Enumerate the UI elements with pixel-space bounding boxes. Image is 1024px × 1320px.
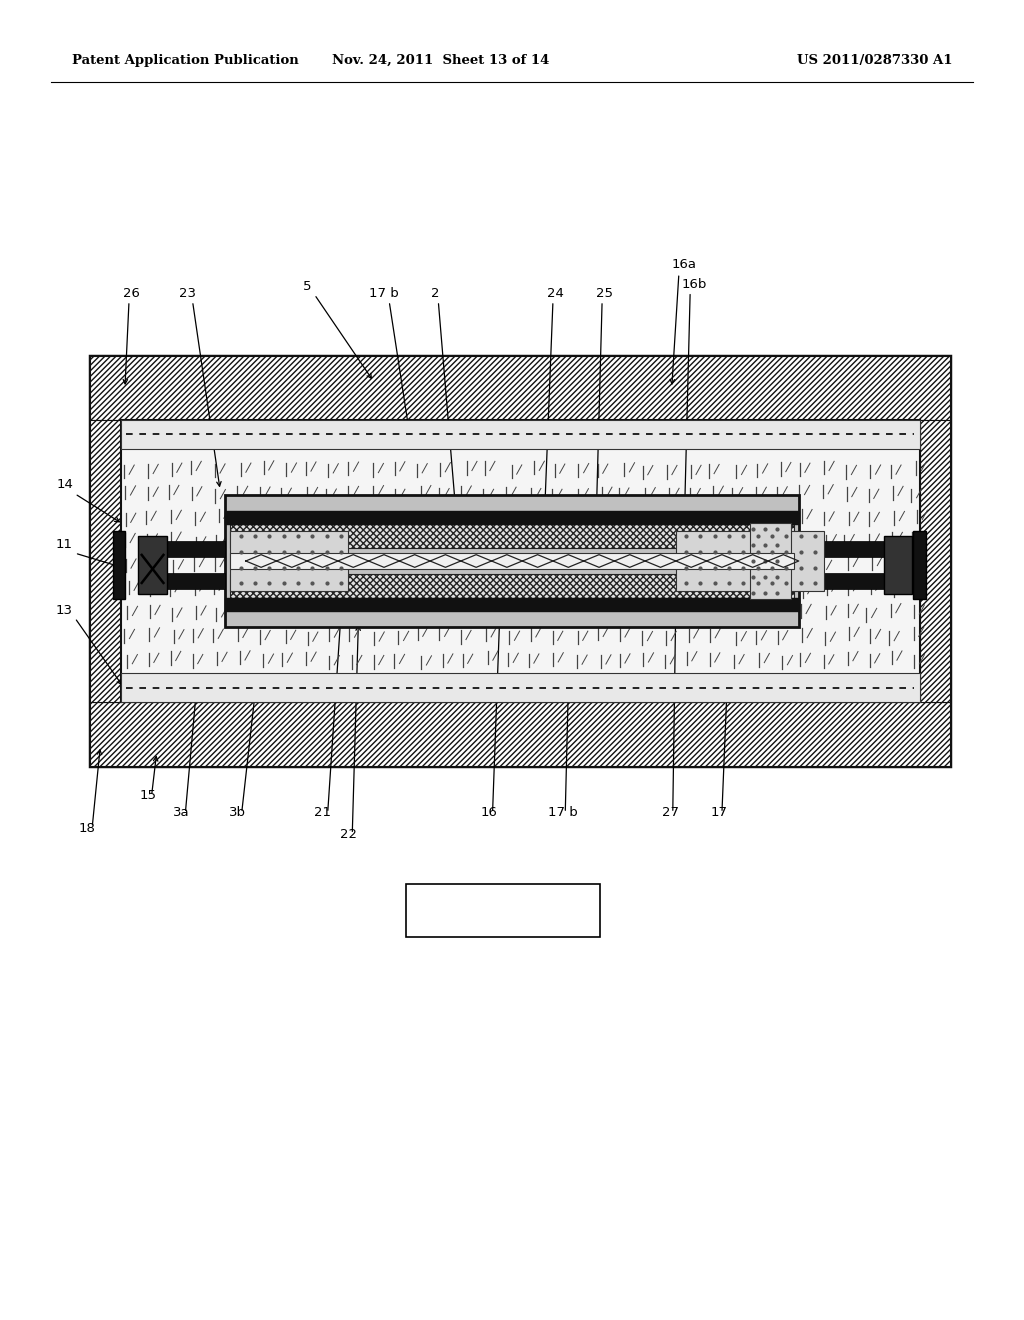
- Text: 15: 15: [140, 788, 157, 801]
- Bar: [225, 495, 799, 627]
- Text: 3b: 3b: [229, 805, 246, 818]
- Text: 17 b: 17 b: [548, 805, 579, 818]
- Text: 17: 17: [711, 805, 727, 818]
- Bar: [113, 531, 125, 599]
- Text: 16a: 16a: [672, 257, 696, 271]
- Bar: [884, 536, 912, 594]
- Text: US 2011/0287330 A1: US 2011/0287330 A1: [797, 54, 952, 67]
- Bar: [913, 531, 926, 599]
- Text: Fig 13: Fig 13: [480, 903, 525, 919]
- Bar: [230, 574, 794, 598]
- Bar: [230, 524, 794, 548]
- Text: Nov. 24, 2011  Sheet 13 of 14: Nov. 24, 2011 Sheet 13 of 14: [332, 54, 549, 67]
- Bar: [230, 531, 348, 591]
- Text: 27: 27: [663, 805, 679, 818]
- Bar: [90, 356, 950, 766]
- Text: 22: 22: [340, 828, 356, 841]
- Bar: [406, 884, 600, 937]
- Text: 16b: 16b: [682, 277, 707, 290]
- Bar: [225, 511, 799, 524]
- Text: 14: 14: [56, 478, 73, 491]
- Text: 21: 21: [314, 805, 331, 818]
- Bar: [920, 420, 950, 702]
- Bar: [230, 553, 794, 569]
- Bar: [225, 598, 799, 611]
- Bar: [161, 541, 225, 557]
- Bar: [138, 536, 167, 594]
- Bar: [90, 420, 121, 702]
- Text: 16: 16: [481, 805, 498, 818]
- Bar: [90, 356, 950, 420]
- Bar: [676, 531, 824, 591]
- Text: 18: 18: [79, 821, 95, 834]
- Bar: [121, 420, 920, 449]
- Text: 26: 26: [123, 286, 139, 300]
- Text: 2: 2: [431, 286, 439, 300]
- Bar: [161, 573, 225, 589]
- Bar: [750, 523, 791, 599]
- Bar: [799, 573, 894, 589]
- Text: 17 b: 17 b: [369, 286, 399, 300]
- Text: 23: 23: [179, 286, 196, 300]
- Bar: [121, 420, 920, 702]
- Bar: [799, 541, 894, 557]
- Text: 5: 5: [303, 280, 311, 293]
- Text: 11: 11: [56, 537, 73, 550]
- Text: Patent Application Publication: Patent Application Publication: [72, 54, 298, 67]
- Text: 25: 25: [596, 286, 612, 300]
- Text: 3a: 3a: [173, 805, 189, 818]
- Text: 24: 24: [547, 286, 563, 300]
- Bar: [90, 702, 950, 766]
- Bar: [121, 673, 920, 702]
- Text: 13: 13: [56, 603, 73, 616]
